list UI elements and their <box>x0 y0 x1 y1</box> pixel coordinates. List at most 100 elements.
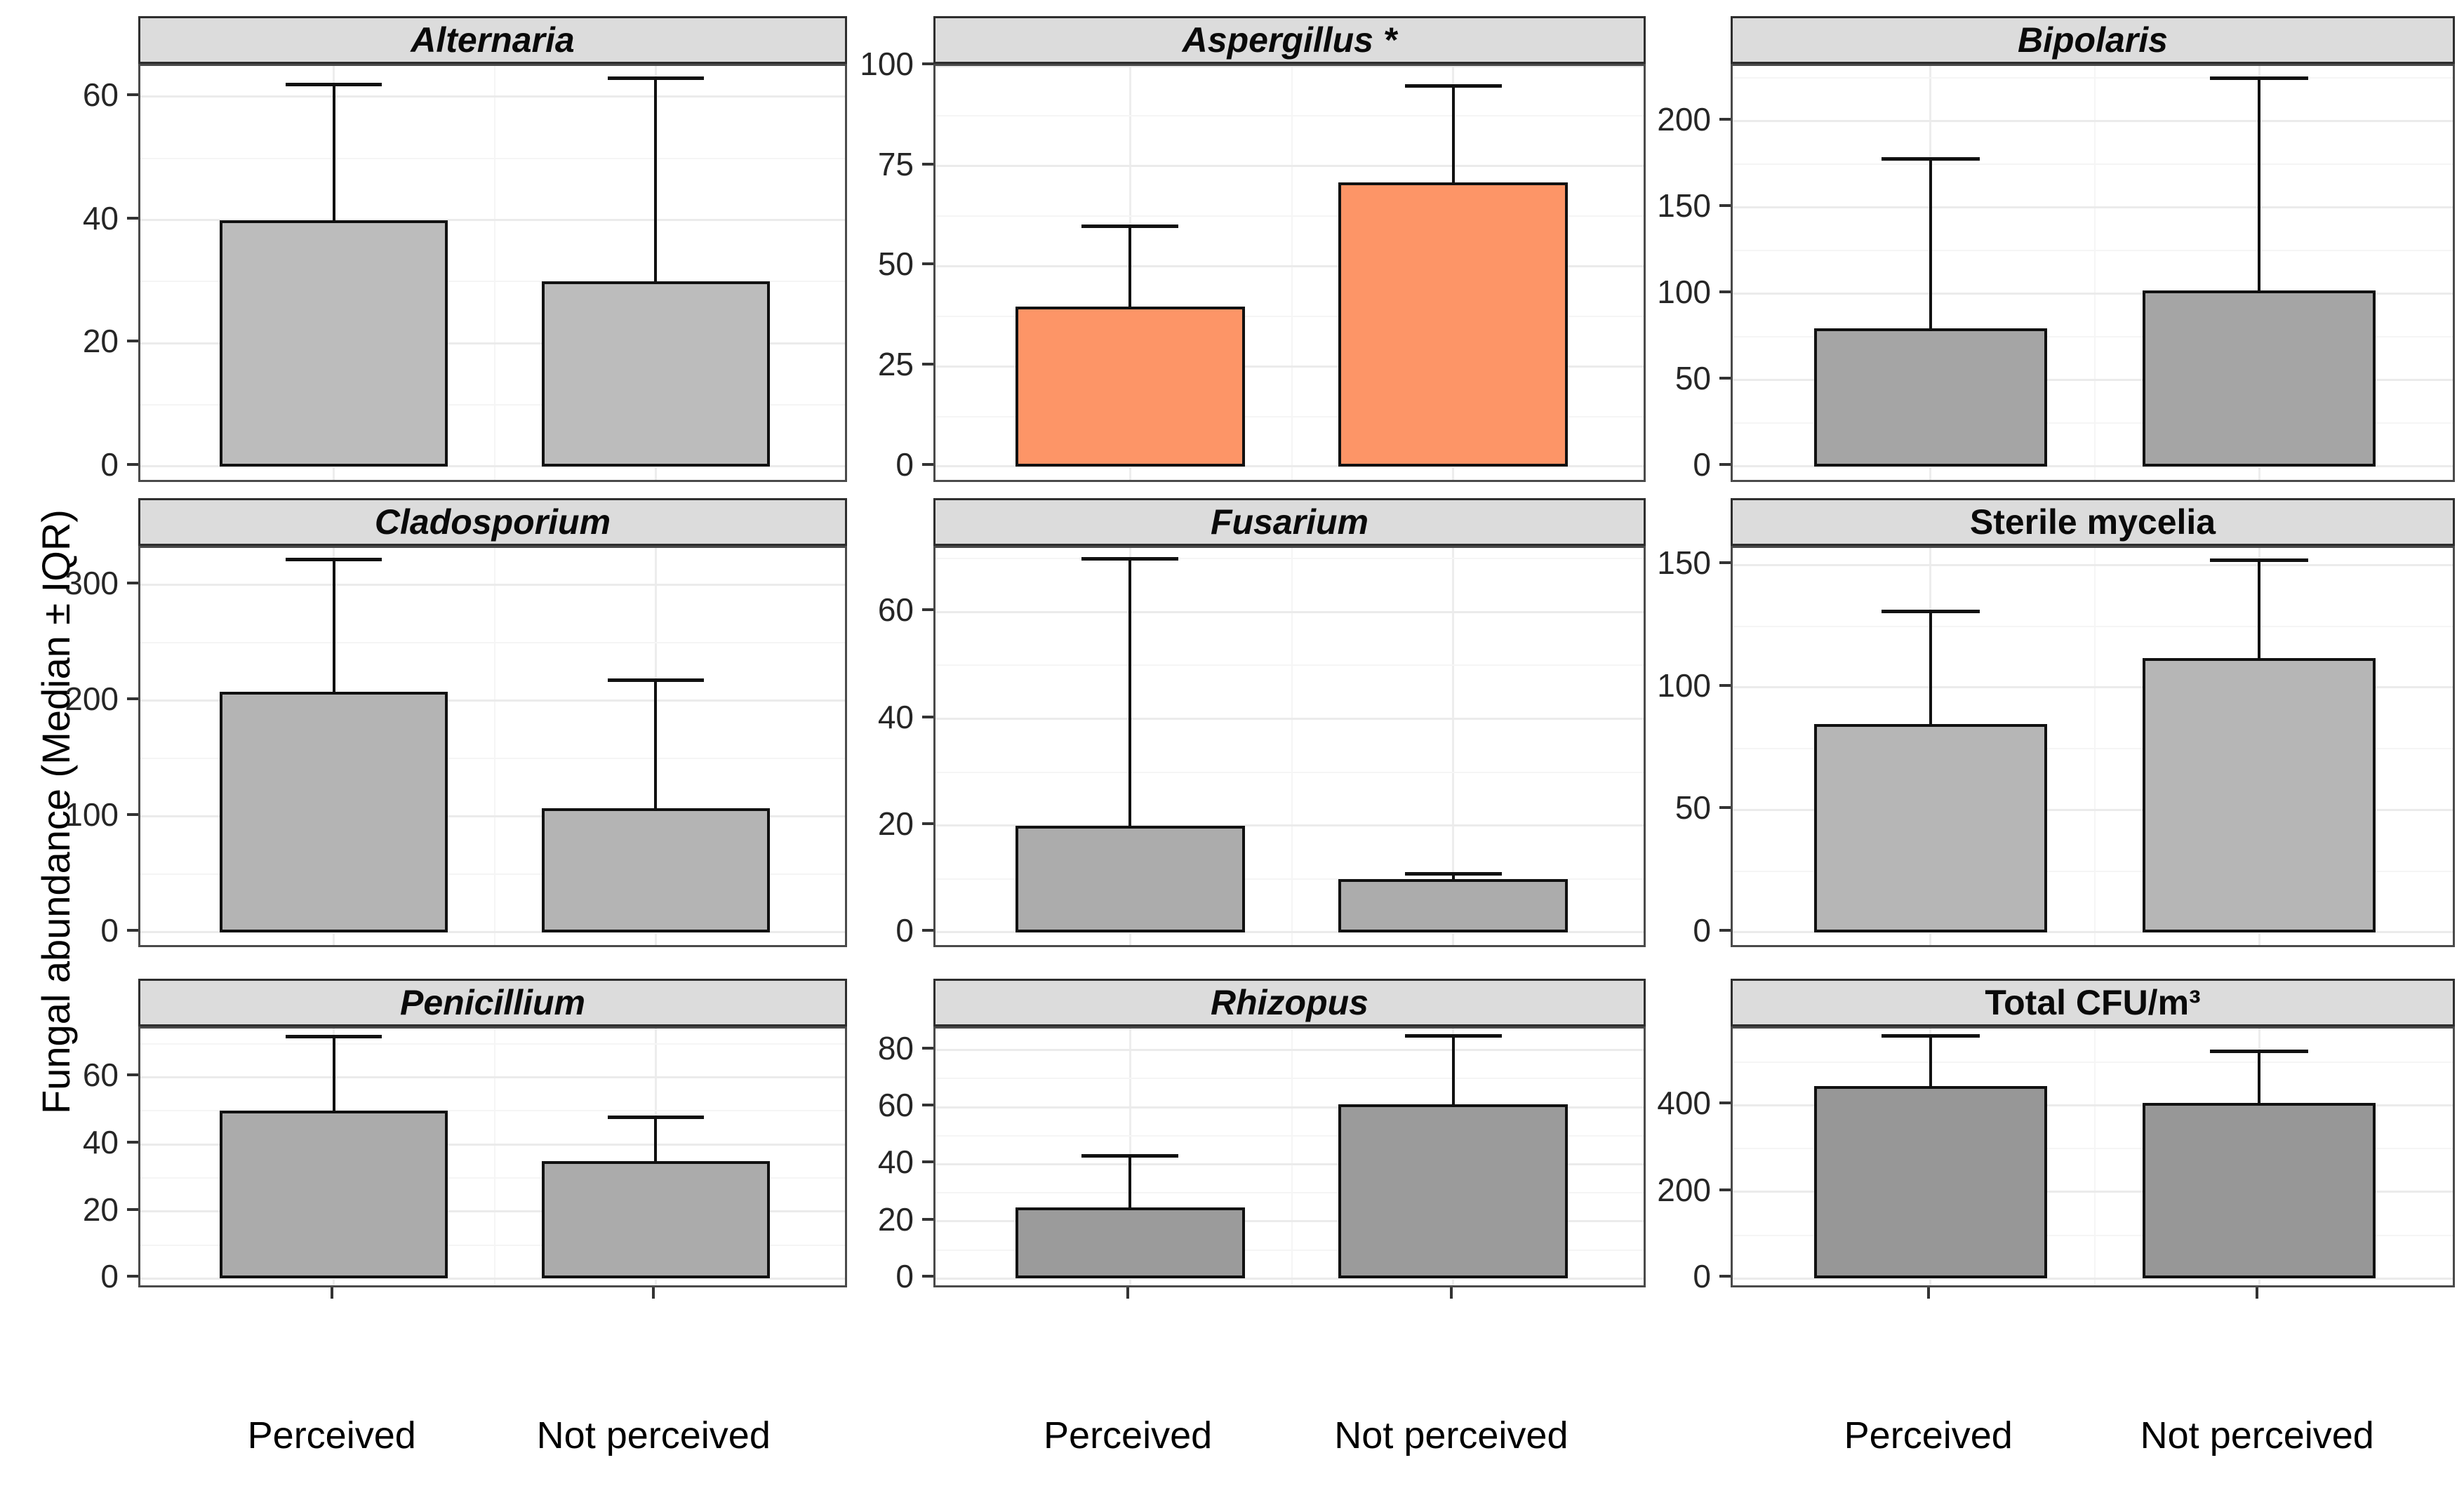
error-bar-stem <box>2258 78 2261 290</box>
x-tick-mark <box>1926 1287 1930 1299</box>
gridline-major <box>140 815 845 818</box>
facet-plot-rhizopus <box>933 1026 1646 1287</box>
y-tick-mark <box>922 1104 933 1106</box>
gridline-minor <box>140 758 845 760</box>
facet-title-bipolaris: Bipolaris <box>2018 20 2168 60</box>
gridline-major <box>935 165 1644 168</box>
gridline-major <box>1733 563 2453 566</box>
error-bar-cap <box>1881 1033 1980 1038</box>
y-tick-label: 100 <box>1657 667 1711 704</box>
y-tick-mark <box>922 1275 933 1278</box>
gridline-major <box>1733 206 2453 209</box>
gridline-minor <box>1733 1061 2453 1063</box>
vertical-gridline-minor <box>2094 1029 2096 1285</box>
gridline-major <box>935 1163 1644 1165</box>
error-bar-stem <box>1929 611 1932 725</box>
x-tick-label-not-perceived: Not perceived <box>536 1414 771 1457</box>
gridline-major <box>1733 686 2453 689</box>
error-bar-stem <box>332 1036 335 1111</box>
facet-strip-penicillium: Penicillium <box>138 979 847 1026</box>
y-tick-mark <box>127 697 138 700</box>
y-tick-mark <box>127 581 138 584</box>
y-tick-label: 300 <box>65 564 119 601</box>
error-bar-cap <box>1881 157 1980 161</box>
gridline-minor <box>140 1110 845 1112</box>
y-tick-mark <box>1719 928 1731 932</box>
vertical-gridline-minor <box>1291 1029 1293 1285</box>
y-tick-mark <box>127 1141 138 1144</box>
gridline-minor <box>935 1078 1644 1080</box>
error-bar-cap <box>1081 556 1179 561</box>
vertical-gridline-minor <box>494 66 495 480</box>
bar-not-perceived-penicillium <box>541 1160 770 1279</box>
gridline-major <box>140 95 845 98</box>
gridline-minor <box>140 281 845 283</box>
error-bar-stem <box>1128 226 1132 307</box>
error-bar-stem <box>1128 1156 1132 1207</box>
gridline-major <box>1733 1277 2453 1280</box>
y-tick-mark <box>1719 1101 1731 1105</box>
y-tick-label: 40 <box>877 698 914 735</box>
gridline-major <box>935 1106 1644 1109</box>
gridline-major <box>140 584 845 587</box>
x-tick-label-not-perceived: Not perceived <box>2140 1414 2374 1457</box>
error-bar-stem <box>654 1117 658 1161</box>
facet-strip-total-cfu-m: Total CFU/m³ <box>1731 979 2455 1026</box>
facet-plot-aspergillus <box>933 64 1646 482</box>
vertical-gridline <box>1452 548 1455 945</box>
x-tick-label-not-perceived: Not perceived <box>1334 1414 1569 1457</box>
y-tick-label: 60 <box>877 1087 914 1123</box>
y-tick-mark <box>922 822 933 825</box>
y-tick-mark <box>1719 1275 1731 1278</box>
y-tick-label: 20 <box>877 1200 914 1238</box>
y-tick-label: 20 <box>82 323 119 360</box>
bar-perceived-rhizopus <box>1015 1207 1245 1279</box>
y-tick-label: 0 <box>100 446 119 483</box>
y-tick-mark <box>1719 117 1731 121</box>
y-tick-label: 20 <box>877 805 914 842</box>
y-tick-label: 60 <box>82 1057 119 1094</box>
y-tick-label: 0 <box>1693 911 1711 949</box>
error-bar-stem <box>1451 1036 1455 1104</box>
y-tick-mark <box>1719 376 1731 380</box>
facet-plot-fusarium <box>933 546 1646 947</box>
y-tick-label: 400 <box>1657 1085 1711 1122</box>
error-bar-cap <box>2210 1049 2309 1053</box>
error-bar-cap <box>286 82 382 86</box>
y-tick-label: 100 <box>65 796 119 833</box>
bar-perceived-total-cfu-m <box>1813 1085 2047 1279</box>
y-tick-label: 50 <box>877 246 914 283</box>
y-tick-label: 0 <box>100 911 119 949</box>
y-tick-label: 40 <box>82 199 119 236</box>
bar-not-perceived-alternaria <box>541 281 770 467</box>
y-tick-label: 20 <box>82 1191 119 1228</box>
gridline-minor <box>935 215 1644 217</box>
y-tick-mark <box>922 162 933 166</box>
y-tick-mark <box>127 216 138 220</box>
y-tick-mark <box>1719 1188 1731 1191</box>
gridline-minor <box>935 771 1644 773</box>
gridline-major <box>935 365 1644 368</box>
gridline-minor <box>140 1177 845 1179</box>
gridline-minor <box>1733 748 2453 750</box>
gridline-major <box>1733 808 2453 811</box>
gridline-minor <box>935 315 1644 317</box>
facet-strip-fusarium: Fusarium <box>933 498 1646 546</box>
error-bar-stem <box>332 84 335 220</box>
gridline-minor <box>1733 77 2453 79</box>
y-tick-mark <box>127 1073 138 1077</box>
facet-title-alternaria: Alternaria <box>411 20 575 60</box>
y-tick-label: 60 <box>877 591 914 629</box>
error-bar-stem <box>1451 86 1455 182</box>
x-tick-label-perceived: Perceived <box>1044 1414 1213 1457</box>
bar-not-perceived-total-cfu-m <box>2143 1103 2376 1279</box>
gridline-major <box>140 1143 845 1146</box>
facet-title-total-cfu-m: Total CFU/m³ <box>1985 983 2201 1022</box>
y-tick-mark <box>922 462 933 466</box>
vertical-gridline-minor <box>1291 548 1293 945</box>
gridline-minor <box>935 558 1644 560</box>
gridline-major <box>140 1210 845 1213</box>
gridline-minor <box>140 642 845 644</box>
gridline-major <box>140 342 845 344</box>
y-tick-mark <box>1719 806 1731 810</box>
